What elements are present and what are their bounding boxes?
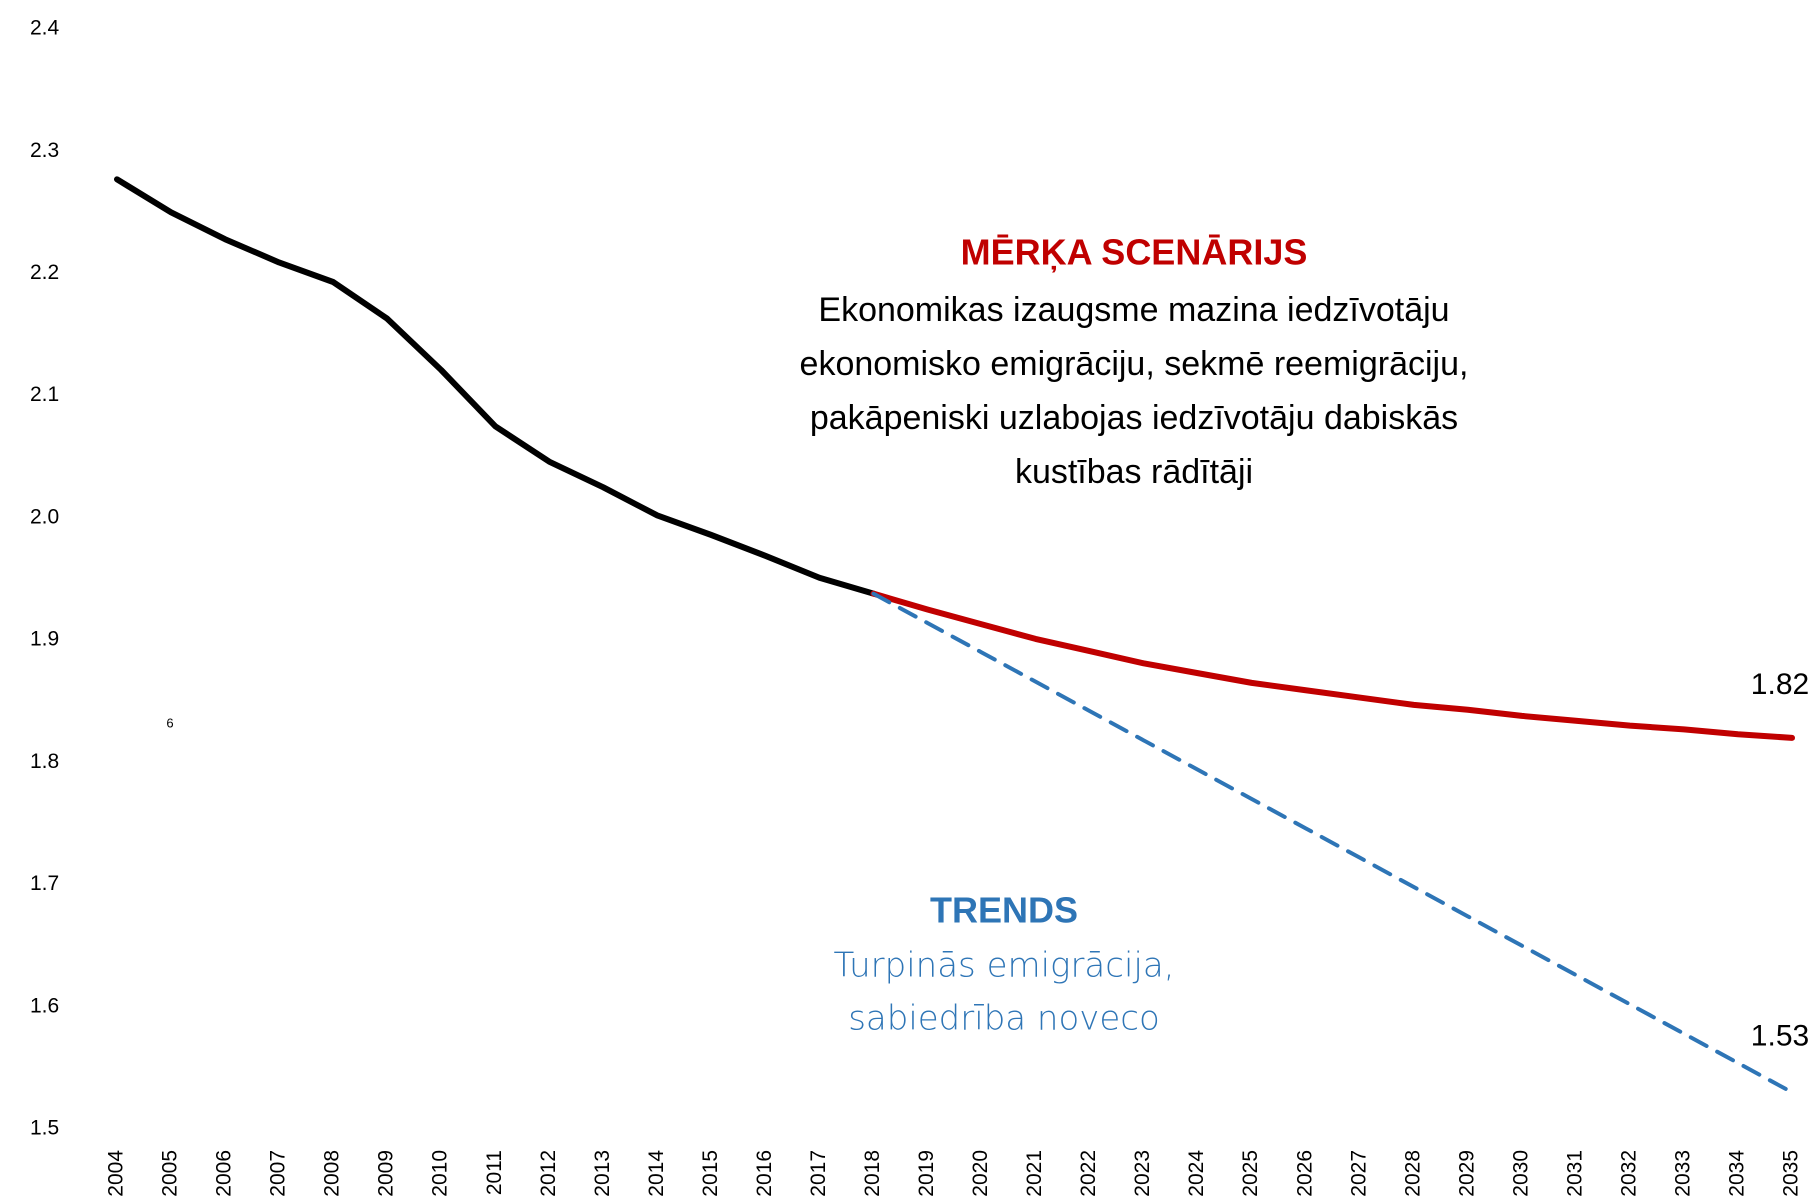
series-line	[871, 591, 1794, 1095]
x-tick-label: 2011	[483, 1150, 506, 1195]
y-tick-label: 2.4	[30, 17, 60, 40]
x-tick-label: 2026	[1293, 1150, 1316, 1197]
x-tick-label: 2022	[1077, 1150, 1100, 1197]
x-tick-label: 2019	[915, 1150, 938, 1197]
x-tick-label: 2009	[375, 1150, 398, 1197]
x-tick-label: 2004	[105, 1150, 128, 1197]
stray-label: 6	[166, 715, 173, 730]
y-tick-label: 2.3	[30, 139, 59, 162]
x-tick-label: 2032	[1617, 1150, 1640, 1197]
x-tick-label: 2020	[969, 1150, 992, 1197]
x-tick-label: 2007	[267, 1150, 290, 1197]
x-tick-label: 2033	[1671, 1150, 1694, 1197]
x-tick-label: 2005	[159, 1150, 182, 1197]
x-tick-label: 2018	[861, 1150, 884, 1197]
x-tick-label: 2029	[1455, 1150, 1478, 1197]
target-text: kustības rādītāji	[1015, 453, 1253, 491]
y-tick-label: 1.6	[30, 994, 59, 1017]
y-tick-label: 2.0	[30, 505, 59, 528]
x-tick-label: 2006	[213, 1150, 236, 1197]
target-title: MĒRĶA SCENĀRIJS	[961, 232, 1308, 273]
x-tick-label: 2028	[1401, 1150, 1424, 1197]
y-tick-label: 2.2	[30, 261, 59, 284]
x-tick-label: 2015	[699, 1150, 722, 1197]
end-label: 1.82	[1751, 668, 1809, 701]
target-text: Ekonomikas izaugsme mazina iedzīvotāju	[818, 291, 1449, 329]
x-tick-label: 2012	[537, 1150, 560, 1197]
x-tick-label: 2016	[753, 1150, 776, 1197]
target-text: pakāpeniski uzlabojas iedzīvotāju dabisk…	[810, 399, 1458, 437]
y-tick-label: 1.8	[30, 750, 59, 773]
x-tick-label: 2035	[1780, 1150, 1803, 1197]
y-tick-label: 1.9	[30, 628, 59, 651]
series-line	[114, 176, 877, 597]
y-tick-label: 2.1	[30, 383, 59, 406]
x-tick-label: 2010	[429, 1150, 452, 1197]
trend-title: TRENDS	[930, 890, 1078, 931]
x-tick-label: 2027	[1347, 1150, 1370, 1197]
trend-text: sabiedrība noveco	[848, 999, 1160, 1039]
x-tick-label: 2013	[591, 1150, 614, 1197]
series-line	[870, 590, 1795, 741]
x-tick-label: 2017	[807, 1150, 830, 1197]
x-tick-label: 2031	[1563, 1150, 1586, 1197]
x-tick-label: 2030	[1509, 1150, 1532, 1197]
x-tick-label: 2014	[645, 1150, 668, 1197]
x-tick-label: 2025	[1239, 1150, 1262, 1197]
x-tick-label: 2021	[1023, 1150, 1046, 1197]
y-tick-label: 1.5	[30, 1117, 59, 1140]
x-tick-label: 2008	[321, 1150, 344, 1197]
x-tick-label: 2023	[1131, 1150, 1154, 1197]
x-tick-label: 2034	[1726, 1150, 1749, 1197]
end-label: 1.53	[1751, 1019, 1809, 1052]
x-tick-label: 2024	[1185, 1150, 1208, 1197]
trend-text: Turpinās emigrācija,	[834, 946, 1175, 986]
target-text: ekonomisko emigrāciju, sekmē reemigrācij…	[800, 345, 1469, 383]
y-tick-label: 1.7	[30, 872, 59, 895]
